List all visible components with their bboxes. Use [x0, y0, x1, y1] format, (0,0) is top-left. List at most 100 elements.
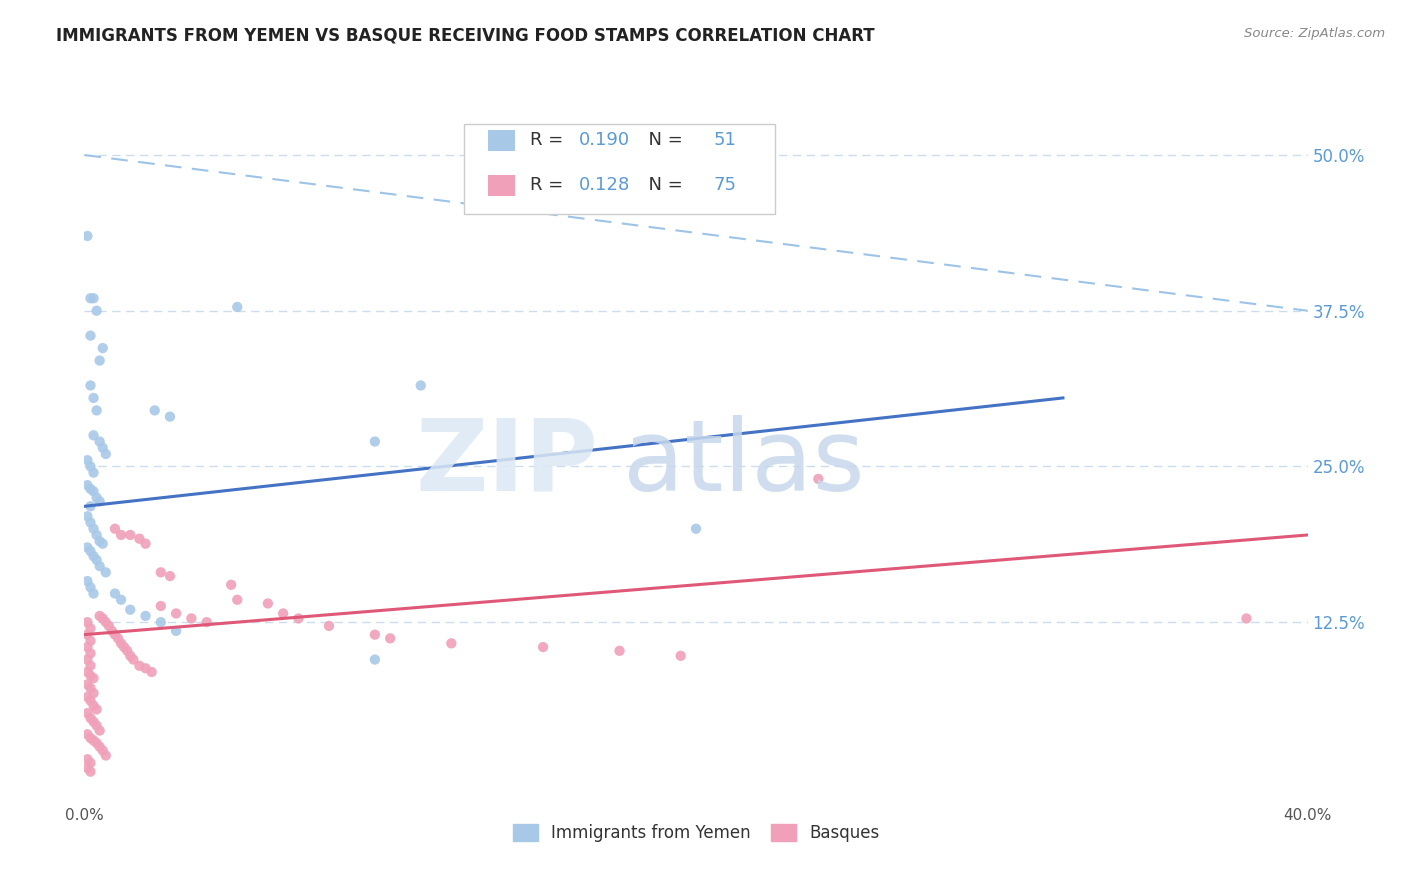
Point: [104, 627, 127, 641]
Point: [110, 636, 132, 650]
Point: [91, 341, 114, 355]
Point: [79, 459, 101, 474]
Point: [89, 559, 111, 574]
Point: [409, 378, 432, 392]
Point: [135, 609, 157, 624]
Text: 0.128: 0.128: [578, 176, 630, 194]
Point: [1236, 611, 1258, 625]
Y-axis label: Receiving Food Stamps: Receiving Food Stamps: [0, 352, 7, 531]
Text: N =: N =: [637, 131, 689, 149]
Point: [86, 702, 108, 716]
Point: [76, 478, 98, 492]
Point: [79, 500, 101, 514]
Point: [79, 693, 101, 707]
Point: [91, 537, 114, 551]
Point: [83, 714, 105, 729]
Text: atlas: atlas: [623, 415, 865, 512]
Point: [807, 472, 830, 486]
Point: [380, 632, 402, 646]
Point: [79, 646, 101, 660]
Point: [91, 743, 114, 757]
Text: R =: R =: [530, 131, 568, 149]
Point: [79, 516, 101, 530]
Point: [120, 603, 142, 617]
Point: [104, 522, 127, 536]
Point: [226, 592, 249, 607]
Point: [83, 391, 105, 405]
Point: [287, 611, 309, 625]
Point: [89, 494, 111, 508]
Point: [86, 303, 108, 318]
Point: [79, 482, 101, 496]
Point: [364, 652, 387, 666]
FancyBboxPatch shape: [488, 130, 515, 151]
Point: [165, 624, 187, 638]
Point: [83, 428, 105, 442]
Point: [79, 669, 101, 683]
Point: [83, 686, 105, 700]
FancyBboxPatch shape: [488, 176, 515, 196]
Point: [79, 291, 101, 305]
Point: [79, 764, 101, 779]
Point: [83, 484, 105, 499]
Point: [110, 528, 132, 542]
Point: [76, 677, 98, 691]
Point: [531, 640, 554, 654]
Point: [83, 291, 105, 305]
Point: [79, 633, 101, 648]
Text: ZIP: ZIP: [415, 415, 598, 512]
Text: N =: N =: [637, 176, 689, 194]
Point: [685, 522, 707, 536]
Point: [79, 621, 101, 635]
Point: [149, 566, 172, 580]
Point: [76, 627, 98, 641]
Point: [149, 615, 172, 630]
Point: [86, 491, 108, 505]
Point: [79, 658, 101, 673]
Point: [76, 665, 98, 679]
Point: [94, 447, 117, 461]
Point: [76, 761, 98, 775]
Point: [76, 752, 98, 766]
Point: [83, 549, 105, 563]
Point: [104, 586, 127, 600]
Point: [76, 727, 98, 741]
Point: [120, 528, 142, 542]
Point: [89, 723, 111, 738]
Point: [318, 619, 340, 633]
Point: [271, 607, 294, 621]
Point: [89, 739, 111, 754]
Point: [440, 636, 463, 650]
Point: [180, 611, 202, 625]
Point: [128, 658, 150, 673]
Point: [195, 615, 218, 630]
Legend: Immigrants from Yemen, Basques: Immigrants from Yemen, Basques: [506, 817, 886, 848]
Point: [76, 509, 98, 524]
Point: [86, 736, 108, 750]
Point: [115, 644, 138, 658]
Point: [91, 441, 114, 455]
Point: [149, 599, 172, 613]
Point: [159, 569, 181, 583]
Point: [94, 566, 117, 580]
Point: [79, 544, 101, 558]
Text: 51: 51: [713, 131, 735, 149]
Text: Source: ZipAtlas.com: Source: ZipAtlas.com: [1244, 27, 1385, 40]
Point: [94, 748, 117, 763]
FancyBboxPatch shape: [464, 124, 776, 214]
Point: [76, 229, 98, 244]
Point: [141, 665, 163, 679]
Point: [128, 532, 150, 546]
Point: [86, 528, 108, 542]
Point: [76, 615, 98, 630]
Point: [89, 534, 111, 549]
Text: R =: R =: [530, 176, 568, 194]
Point: [91, 611, 114, 625]
Point: [76, 640, 98, 654]
Point: [76, 541, 98, 555]
Point: [83, 522, 105, 536]
Point: [143, 403, 166, 417]
Point: [110, 592, 132, 607]
Point: [76, 574, 98, 588]
Point: [86, 403, 108, 417]
